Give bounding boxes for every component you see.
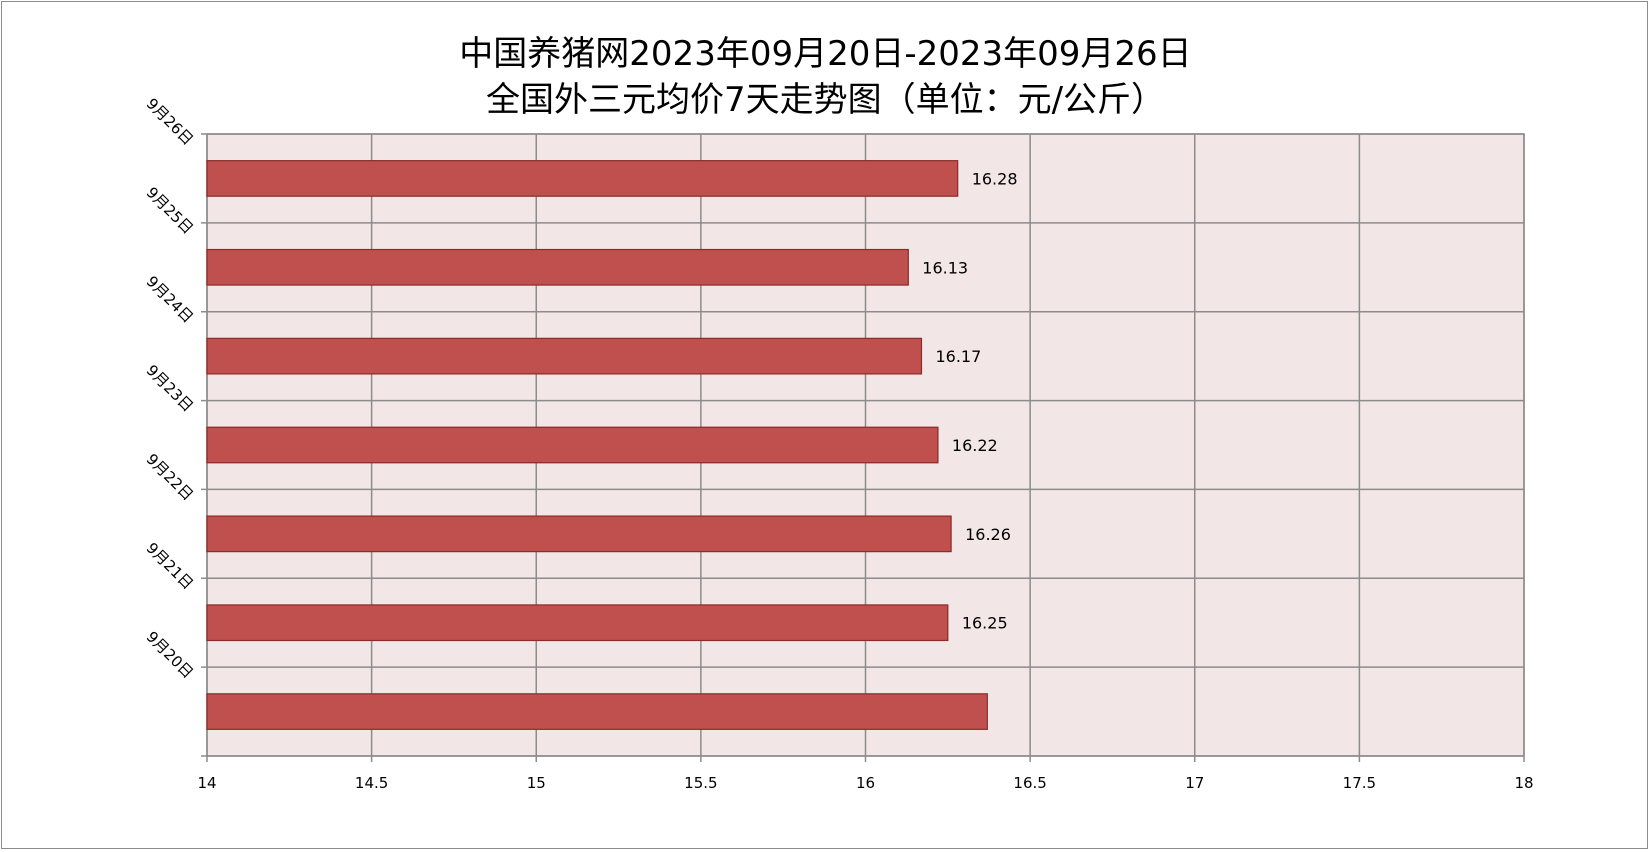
y-axis-label: 9月26日: [143, 95, 197, 149]
y-axis-label: 9月22日: [143, 450, 197, 504]
y-axis-label: 9月21日: [143, 539, 197, 593]
chart-title-line-1: 中国养猪网2023年09月20日-2023年09月26日: [459, 34, 1192, 74]
bar-9月21日: [206, 604, 949, 642]
y-axis-label: 9月25日: [143, 183, 197, 237]
x-axis-ticks: 14 14.5 15 15.5 16 16.5 17 17.5 18: [197, 774, 1533, 792]
bar-9月26日: [206, 160, 959, 197]
x-tick-label: 17: [1185, 774, 1204, 792]
data-labels: 16.25 16.26 16.22 16.17 16.13 16.28: [922, 169, 1017, 632]
x-tick-label: 14: [197, 774, 216, 792]
bars: [206, 160, 988, 730]
y-axis-label: 9月20日: [143, 628, 197, 682]
x-tick-label: 15.5: [684, 774, 717, 792]
data-label: 16.13: [922, 258, 968, 277]
y-axis-label: 9月23日: [143, 361, 197, 415]
y-axis-labels: 9月20日 9月21日 9月22日 9月23日 9月24日 9月25日 9月26日: [143, 95, 197, 682]
data-label: 16.25: [962, 614, 1008, 633]
bar-9月20日: [206, 693, 988, 730]
bar-9月22日: [206, 515, 952, 553]
x-tick-label: 18: [1514, 774, 1533, 792]
gridlines: [201, 133, 1525, 762]
x-tick-label: 15: [527, 774, 546, 792]
data-label: 16.22: [952, 436, 998, 455]
x-tick-label: 14.5: [355, 774, 388, 792]
y-axis-label: 9月24日: [143, 272, 197, 326]
data-label: 16.17: [935, 347, 981, 366]
bar-9月23日: [206, 426, 939, 464]
bar-9月25日: [206, 248, 909, 286]
bar-9月24日: [206, 337, 923, 375]
x-tick-label: 17.5: [1343, 774, 1376, 792]
data-label: 16.28: [972, 169, 1018, 188]
chart-title-line-2: 全国外三元均价7天走势图（单位：元/公斤）: [485, 80, 1166, 120]
x-tick-label: 16: [856, 774, 875, 792]
x-tick-label: 16.5: [1013, 774, 1046, 792]
data-label: 16.26: [965, 525, 1011, 544]
